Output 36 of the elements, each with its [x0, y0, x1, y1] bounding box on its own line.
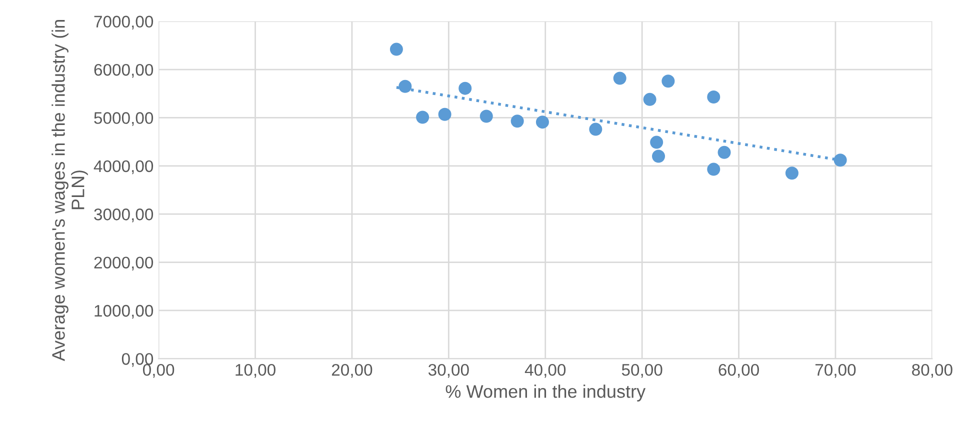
- point: [416, 110, 430, 124]
- y-tick-label: 6000,00: [94, 64, 154, 78]
- point: [613, 72, 626, 85]
- x-tick-label: 40,00: [524, 364, 566, 378]
- x-tick-label: 10,00: [236, 364, 276, 378]
- y-tick-label: 3000,00: [94, 208, 154, 222]
- point: [834, 154, 847, 167]
- point: [510, 114, 524, 128]
- point: [390, 42, 403, 56]
- y-tick-label: 1000,00: [94, 304, 154, 319]
- x-tick-label: 80,00: [912, 364, 952, 378]
- y-tick-label: 5000,00: [94, 112, 154, 126]
- y-axis-title: Average women's wages in the industry (in PLN): [52, 20, 88, 362]
- y-tick-label: 2000,00: [94, 256, 154, 270]
- point: [662, 74, 675, 88]
- point: [589, 122, 602, 136]
- x-tick-label: 70,00: [815, 364, 856, 378]
- y-tick-label: 7000,00: [94, 16, 154, 30]
- point: [707, 162, 720, 176]
- point: [438, 108, 452, 121]
- point: [458, 82, 472, 95]
- x-tick-label: 60,00: [718, 364, 759, 378]
- point: [785, 166, 798, 180]
- point: [480, 110, 493, 123]
- point: [643, 92, 656, 106]
- x-tick-label: 50,00: [622, 364, 662, 378]
- point: [536, 116, 549, 129]
- point: [707, 90, 720, 104]
- x-tick-label: 30,00: [428, 364, 469, 378]
- y-tick-label: 4000,00: [94, 160, 154, 174]
- point: [650, 136, 664, 149]
- x-tick-label: 20,00: [332, 364, 372, 378]
- point: [718, 146, 731, 159]
- x-axis-title: % Women in the industry: [446, 384, 646, 402]
- point: [652, 150, 666, 163]
- point: [398, 80, 412, 93]
